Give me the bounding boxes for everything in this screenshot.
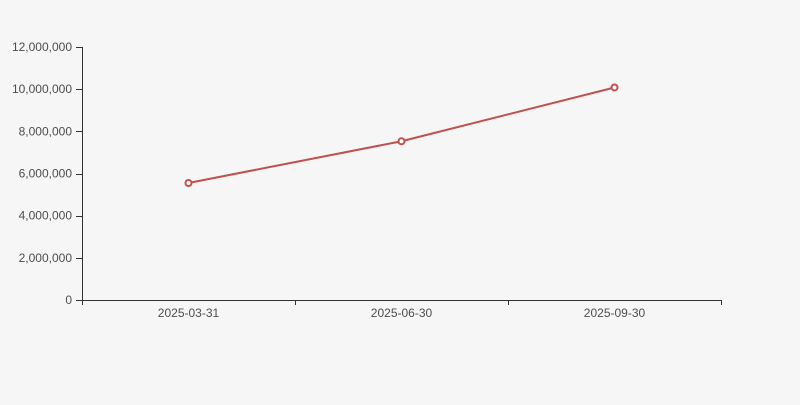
y-axis-tick-label: 10,000,000	[12, 82, 72, 96]
y-axis-tick-label: 2,000,000	[19, 251, 73, 265]
x-axis-tick-label: 2025-06-30	[371, 306, 433, 320]
y-axis-tick-label: 0	[65, 293, 72, 307]
data-point-marker	[610, 83, 619, 92]
y-axis-tick-label: 8,000,000	[19, 124, 73, 138]
y-axis-tick-label: 4,000,000	[19, 209, 73, 223]
y-axis-tick-label: 6,000,000	[19, 167, 73, 181]
y-axis-tick-label: 12,000,000	[12, 40, 72, 54]
x-axis-tick-label: 2025-09-30	[584, 306, 646, 320]
data-point-marker	[397, 137, 406, 146]
series-line	[187, 86, 616, 184]
data-point-marker	[184, 178, 193, 187]
x-axis-tick-label: 2025-03-31	[158, 306, 220, 320]
